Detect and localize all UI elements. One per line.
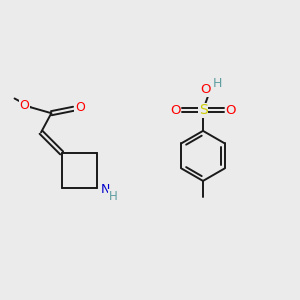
Text: O: O [19, 99, 29, 112]
Text: S: S [199, 103, 207, 117]
Text: O: O [226, 104, 236, 117]
Text: H: H [213, 77, 222, 90]
Text: O: O [170, 104, 180, 117]
Text: N: N [100, 183, 110, 196]
Text: O: O [75, 101, 85, 114]
Text: O: O [201, 83, 211, 96]
Text: H: H [109, 190, 118, 203]
